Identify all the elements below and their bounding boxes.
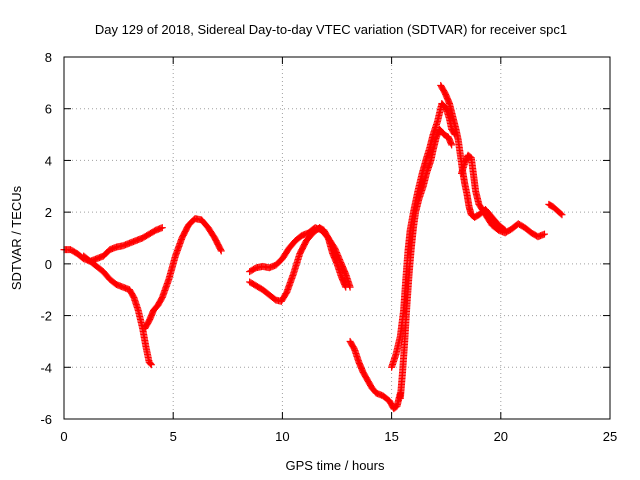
data-point-arc-1-lower [147, 360, 155, 368]
data-point-arc-2 [217, 247, 225, 255]
y-axis-label: SDTVAR / TECUs [9, 185, 24, 290]
x-tick-label: 5 [170, 429, 177, 444]
data-point-arc-4-e [540, 230, 548, 238]
y-tick-label: 4 [45, 153, 52, 168]
data-point-arc-2 [217, 246, 225, 254]
data-point-arc-1-lower [147, 361, 155, 369]
data-point-arc-4-c [448, 141, 456, 149]
x-tick-label: 10 [275, 429, 289, 444]
data-point-arc-3-lower [342, 283, 350, 291]
data-point-arc-1-lower [146, 359, 154, 367]
x-tick-label: 20 [494, 429, 508, 444]
y-tick-label: 6 [45, 102, 52, 117]
data-points [60, 81, 566, 413]
y-tick-label: 0 [45, 257, 52, 272]
y-tick-label: -6 [40, 412, 52, 427]
data-point-arc-5 [557, 210, 565, 218]
y-tick-label: 8 [45, 50, 52, 65]
chart-title: Day 129 of 2018, Sidereal Day-to-day VTE… [95, 22, 567, 37]
plot-frame [63, 56, 611, 420]
y-tick-label: 2 [45, 205, 52, 220]
x-tick-label: 15 [384, 429, 398, 444]
data-point-arc-1-upper [158, 224, 166, 232]
x-tick-label: 0 [60, 429, 67, 444]
axis-ticks: 0 5 10 15 20 25 -6 -4 -2 0 2 4 6 8 [40, 50, 617, 444]
y-tick-label: -2 [40, 309, 52, 324]
data-point-arc-5 [558, 211, 566, 219]
x-axis-label: GPS time / hours [286, 458, 385, 473]
x-tick-label: 25 [603, 429, 617, 444]
y-tick-label: -4 [40, 360, 52, 375]
